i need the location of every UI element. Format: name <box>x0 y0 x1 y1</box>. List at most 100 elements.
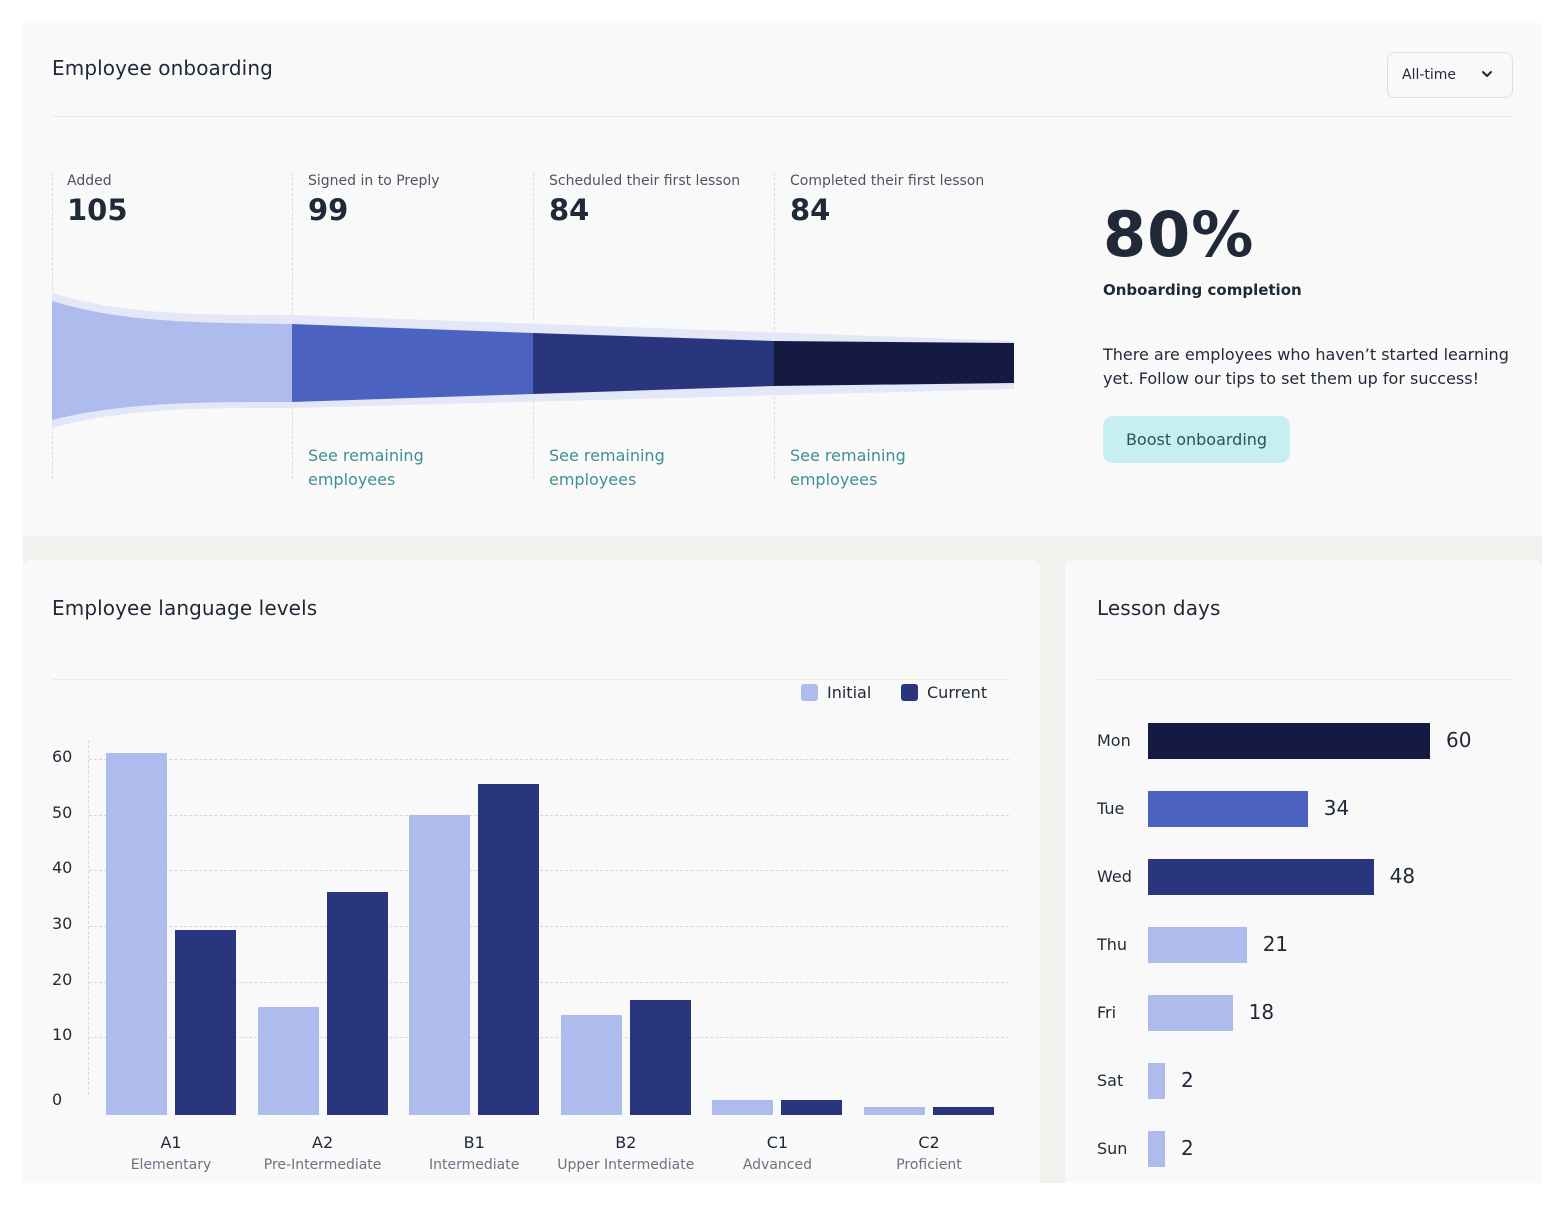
gridline <box>89 981 1009 983</box>
language-levels-chart: 0 10 20 30 40 50 60 A1 Elementary A2 Pre-Intermedi… <box>23 560 1040 1183</box>
y-axis-line <box>88 740 89 1095</box>
day-label-sat: Sat <box>1097 1071 1124 1090</box>
bar-current-a1 <box>175 930 236 1115</box>
onboarding-divider <box>52 116 1513 117</box>
day-label-mon: Mon <box>1097 731 1131 750</box>
x-tick-sublabel: Proficient <box>896 1157 962 1173</box>
bar-initial-b1 <box>409 814 471 1115</box>
chevron-down-icon <box>1480 67 1494 85</box>
legend-current: Current <box>901 683 987 702</box>
stage-label: Scheduled their first lesson <box>549 173 741 189</box>
bar-initial-c1 <box>712 1099 774 1115</box>
day-label-tue: Tue <box>1097 799 1125 818</box>
lesson-days-title: Lesson days <box>1097 596 1221 620</box>
y-tick-label: 60 <box>52 747 73 766</box>
bar-initial-a1 <box>106 753 167 1115</box>
language-levels-divider <box>52 679 1008 680</box>
funnel-segment-signed-in <box>292 324 533 402</box>
bar-initial-c2 <box>864 1107 925 1115</box>
language-levels-title: Employee language levels <box>52 596 318 620</box>
bar-current-c1 <box>781 1099 843 1115</box>
bar-current-b2 <box>629 999 691 1115</box>
stage-added: Added 105 <box>52 173 292 227</box>
y-tick-label: 50 <box>52 802 73 822</box>
period-select[interactable]: All-time <box>1387 52 1513 98</box>
funnel-segment-scheduled <box>533 333 774 394</box>
stage-completed: Completed their first lesson 84 <box>775 173 1015 227</box>
completion-description: There are employees who haven’t started … <box>1103 345 1509 388</box>
x-tick-sublabel: Pre-Intermediate <box>263 1157 382 1173</box>
completion-label: Onboarding completion <box>1103 281 1302 299</box>
completion-percentage: 80% <box>1103 198 1255 271</box>
stage-signed-in: Signed in to Preply 99 <box>293 173 533 227</box>
stage-divider <box>774 173 775 479</box>
onboarding-funnel <box>52 293 1014 428</box>
x-tick-label: B2 <box>615 1133 637 1152</box>
day-bar-thu <box>1148 927 1247 963</box>
bar-current-a2 <box>326 891 388 1115</box>
day-bar-sun <box>1148 1131 1165 1167</box>
gridline <box>89 926 1009 927</box>
y-tick-label: 0 <box>52 1090 63 1109</box>
bar-initial-b2 <box>560 1014 622 1115</box>
dashboard: Employee onboarding All-time Added 105 S… <box>23 23 1542 1183</box>
see-remaining-scheduled-link[interactable]: See remaining employees <box>549 446 665 489</box>
y-tick-label: 10 <box>52 1025 73 1045</box>
day-label-fri: Fri <box>1097 1003 1117 1022</box>
legend-initial: Initial <box>801 683 871 702</box>
lesson-days-chart: Mon 60 Tue 34 Wed 48 Thu 21 Fri 18 Sat 2 Sun 2 <box>1065 560 1542 1183</box>
day-bar-tue <box>1148 791 1308 827</box>
day-label-thu: Thu <box>1097 935 1128 954</box>
day-bar-mon <box>1148 723 1430 759</box>
stage-value: 99 <box>308 193 349 227</box>
y-tick-label: 30 <box>52 914 73 933</box>
boost-onboarding-button[interactable]: Boost onboarding <box>1103 416 1290 463</box>
onboarding-title: Employee onboarding <box>52 56 273 80</box>
day-bar-wed <box>1148 859 1374 895</box>
funnel-segment-added <box>52 301 292 420</box>
day-bar-sat <box>1148 1063 1165 1099</box>
stage-label: Added <box>67 173 112 189</box>
day-value-sun: 2 <box>1181 1136 1194 1160</box>
funnel-segment-completed <box>774 341 1014 386</box>
x-tick-label: C2 <box>918 1133 940 1152</box>
stage-scheduled: Scheduled their first lesson 84 <box>534 173 774 227</box>
stage-value: 84 <box>790 193 831 227</box>
stage-value: 105 <box>67 193 128 227</box>
gridline <box>89 870 1009 872</box>
day-value-wed: 48 <box>1389 864 1416 888</box>
gridline <box>89 1037 1009 1039</box>
y-tick-label: 40 <box>52 858 73 878</box>
day-value-tue: 34 <box>1323 796 1350 820</box>
legend-swatch-current <box>901 684 918 701</box>
day-bar-fri <box>1148 995 1233 1031</box>
gridline <box>89 759 1009 760</box>
x-tick-label: C1 <box>766 1133 789 1152</box>
bar-current-c2 <box>933 1107 994 1115</box>
x-tick-sublabel: Advanced <box>742 1157 812 1173</box>
day-value-fri: 18 <box>1248 1000 1275 1024</box>
see-remaining-completed-link[interactable]: See remaining employees <box>790 446 906 489</box>
see-remaining-signed-in-link[interactable]: See remaining employees <box>308 446 424 489</box>
legend-label-current: Current <box>927 683 988 702</box>
day-value-mon: 60 <box>1446 728 1472 752</box>
gridline <box>89 814 1009 816</box>
onboarding-card: Employee onboarding All-time Added 105 S… <box>23 23 1542 536</box>
period-select-value: All-time <box>1402 67 1457 83</box>
language-levels-card: Employee language levels Initial Current… <box>23 560 1040 1183</box>
stage-value: 84 <box>549 193 590 227</box>
x-tick-label: A2 <box>312 1133 334 1152</box>
day-value-thu: 21 <box>1262 932 1289 956</box>
day-label-wed: Wed <box>1097 867 1132 886</box>
x-tick-label: B1 <box>463 1133 485 1152</box>
bar-initial-a2 <box>257 1007 319 1115</box>
day-value-sat: 2 <box>1181 1068 1194 1092</box>
x-tick-sublabel: Upper Intermediate <box>557 1157 695 1173</box>
stage-label: Completed their first lesson <box>790 173 985 189</box>
x-tick-sublabel: Intermediate <box>429 1157 520 1173</box>
day-label-sun: Sun <box>1097 1139 1128 1158</box>
lesson-days-divider <box>1097 679 1513 680</box>
lesson-days-card: Lesson days Mon 60 Tue 34 Wed 48 Thu 21 Fri 18 Sat… <box>1065 560 1542 1183</box>
y-tick-label: 20 <box>52 969 73 989</box>
bar-current-b1 <box>478 784 540 1115</box>
